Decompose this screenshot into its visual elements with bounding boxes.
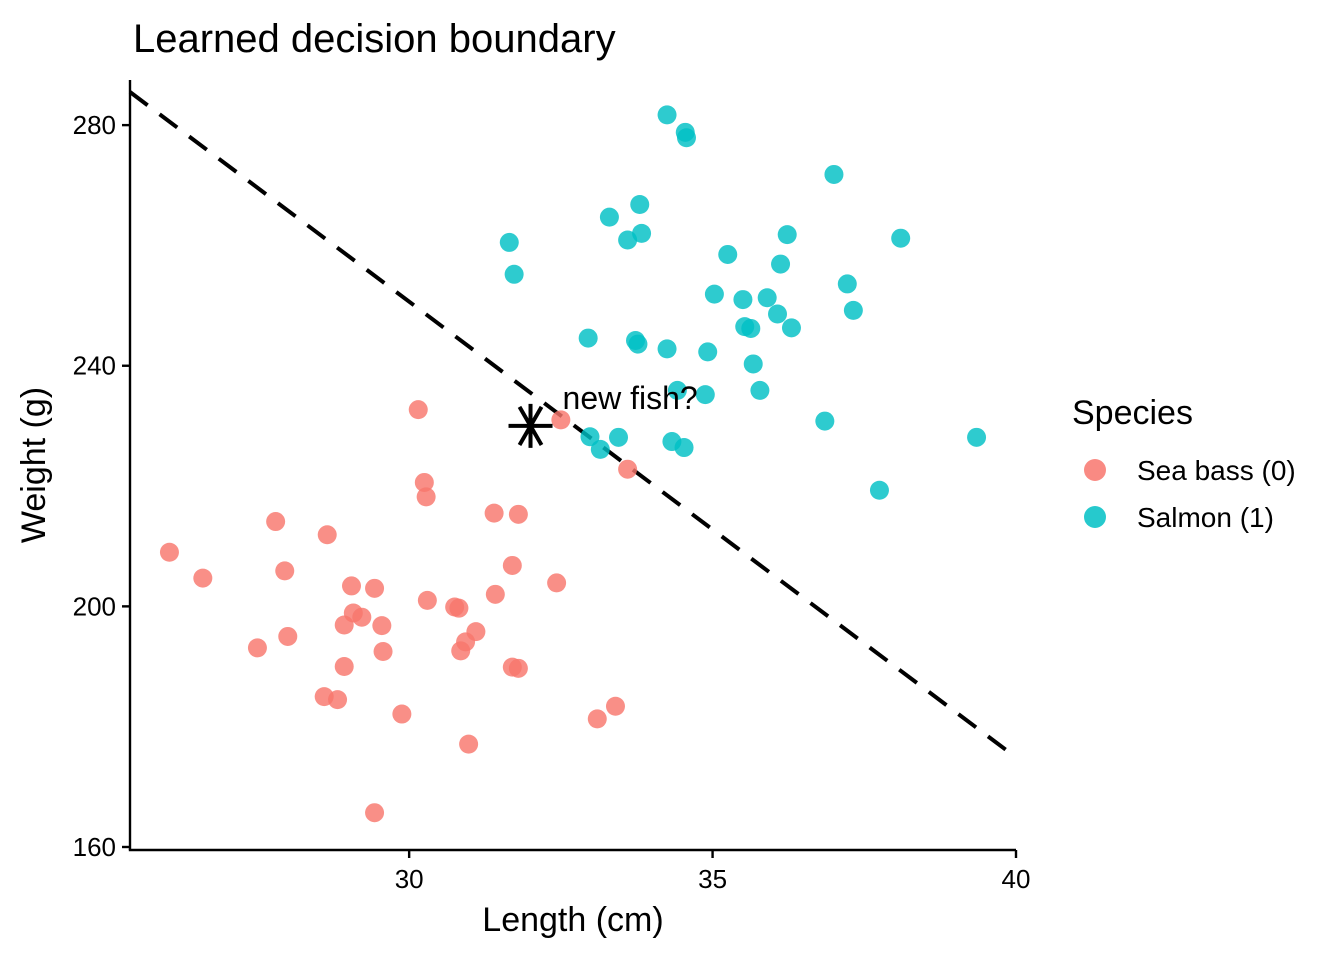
- sea-bass-point: [334, 657, 354, 677]
- sea-bass-point: [451, 641, 471, 661]
- legend-key-marker: [1084, 459, 1106, 481]
- data-points-layer: [159, 105, 987, 823]
- salmon-point: [698, 342, 718, 362]
- salmon-point: [499, 232, 519, 252]
- x-tick-label: 40: [1002, 864, 1031, 894]
- legend-item-label: Salmon (1): [1137, 502, 1274, 533]
- salmon-point: [580, 427, 600, 447]
- legend-key-marker: [1084, 506, 1106, 528]
- salmon-point: [676, 128, 696, 148]
- salmon-point: [674, 438, 694, 458]
- salmon-point: [630, 195, 650, 215]
- x-tick-label: 30: [395, 864, 424, 894]
- sea-bass-point: [618, 459, 638, 479]
- sea-bass-point: [414, 472, 434, 492]
- salmon-point: [667, 380, 687, 400]
- legend-item-label: Sea bass (0): [1137, 455, 1296, 486]
- sea-bass-point: [605, 696, 625, 716]
- decision-boundary-layer: [128, 90, 1018, 759]
- new-fish-marker: [508, 403, 553, 448]
- sea-bass-point: [373, 641, 393, 661]
- decision-boundary-line: [128, 90, 1018, 759]
- sea-bass-point: [508, 504, 528, 524]
- salmon-point: [768, 304, 788, 324]
- sea-bass-point: [502, 555, 522, 575]
- salmon-point: [628, 334, 648, 354]
- sea-bass-point: [334, 615, 354, 635]
- salmon-point: [578, 328, 598, 348]
- sea-bass-point: [266, 512, 286, 532]
- salmon-point: [771, 254, 791, 274]
- sea-bass-point: [159, 542, 179, 562]
- salmon-point: [590, 439, 610, 459]
- sea-bass-point: [275, 561, 295, 581]
- sea-bass-point: [408, 400, 428, 420]
- legend: Species Sea bass (0) Salmon (1): [1072, 394, 1296, 533]
- y-tick-label: 160: [73, 832, 116, 862]
- salmon-point: [967, 427, 987, 447]
- salmon-point: [657, 105, 677, 125]
- x-tick-label: 35: [698, 864, 727, 894]
- sea-bass-point: [484, 503, 504, 523]
- sea-bass-point: [485, 584, 505, 604]
- y-tick-label: 240: [73, 351, 116, 381]
- salmon-point: [733, 290, 753, 310]
- sea-bass-point: [365, 803, 385, 823]
- chart-title: Learned decision boundary: [133, 17, 616, 61]
- axes: [128, 80, 1016, 852]
- salmon-point: [741, 318, 761, 338]
- x-axis-label: Length (cm): [482, 901, 663, 939]
- salmon-point: [815, 411, 835, 431]
- y-tick-label: 280: [73, 110, 116, 140]
- new-fish-annotation-label: new fish?: [563, 380, 698, 416]
- sea-bass-point: [459, 734, 479, 754]
- sea-bass-point: [587, 709, 607, 729]
- sea-bass-point: [551, 410, 571, 430]
- sea-bass-point: [392, 704, 412, 724]
- sea-bass-point: [328, 690, 348, 710]
- salmon-point: [609, 427, 629, 447]
- salmon-point: [843, 300, 863, 320]
- salmon-point: [743, 354, 763, 374]
- salmon-point: [781, 318, 801, 338]
- y-tick-label: 200: [73, 591, 116, 621]
- salmon-point: [657, 339, 677, 359]
- axis-ticks: 30 35 40 160 200 240 280: [73, 110, 1031, 894]
- sea-bass-point: [278, 626, 298, 646]
- salmon-point: [777, 225, 797, 245]
- sea-bass-point: [449, 598, 469, 618]
- salmon-point: [695, 385, 715, 405]
- salmon-point: [599, 207, 619, 227]
- sea-bass-point: [372, 616, 392, 636]
- salmon-point: [824, 164, 844, 184]
- annotation-layer: new fish?: [508, 380, 698, 448]
- sea-bass-point: [352, 607, 372, 627]
- sea-bass-point: [247, 638, 267, 658]
- salmon-point: [757, 288, 777, 308]
- legend-title: Species: [1072, 394, 1193, 432]
- y-axis-label: Weight (g): [15, 387, 53, 543]
- salmon-point: [504, 264, 524, 284]
- sea-bass-point: [416, 487, 436, 507]
- salmon-point: [704, 284, 724, 304]
- salmon-point: [750, 380, 770, 400]
- sea-bass-point: [547, 573, 567, 593]
- legend-items: Sea bass (0) Salmon (1): [1084, 455, 1296, 533]
- salmon-point: [718, 244, 738, 264]
- sea-bass-point: [342, 576, 361, 596]
- salmon-point: [618, 230, 638, 250]
- sea-bass-point: [508, 658, 528, 678]
- salmon-point: [891, 228, 911, 248]
- sea-bass-point: [417, 590, 437, 610]
- salmon-point: [869, 480, 889, 500]
- sea-bass-point: [317, 525, 337, 545]
- sea-bass-point: [365, 578, 385, 598]
- sea-bass-point: [193, 568, 213, 588]
- salmon-point: [837, 274, 857, 294]
